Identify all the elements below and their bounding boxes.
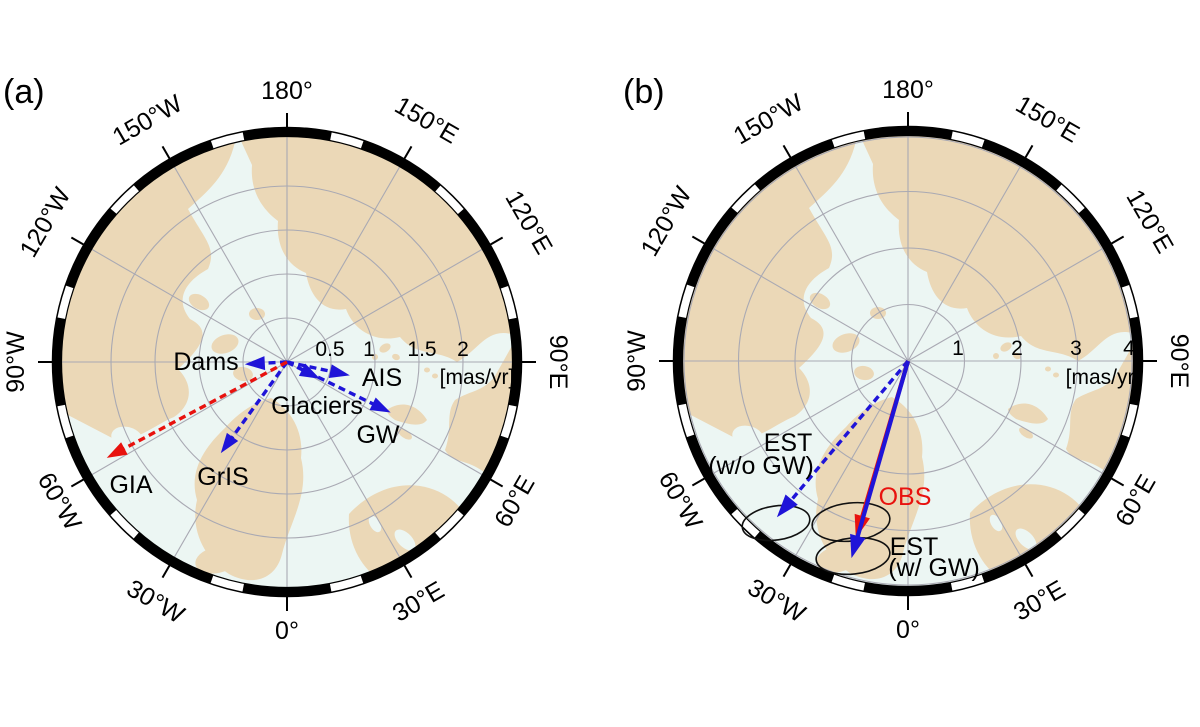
lon-label: 60°E [489,471,540,532]
lon-label: 180° [261,77,313,105]
lon-label: 120°E [1120,185,1178,258]
lon-label: 0° [275,617,299,645]
vector-head-ais [328,364,350,379]
lon-label: 60°E [1110,470,1161,531]
vector-head-est-w-gw- [850,533,866,559]
lon-label: 120°W [635,182,697,262]
lon-label: 180° [882,76,934,104]
vector-label-est-wo-gw-line2: (w/o GW) [708,452,814,480]
lon-label: 150°E [390,91,463,149]
vector-label-est-wo-gw-line1: EST [764,429,813,457]
lon-label: 150°W [108,89,188,151]
panel-a: 0.5 1 1.5 2 [mas/yr] 180° 150°W 150°E 12… [2,77,572,645]
radial-gridcircles-a [110,185,464,539]
radial-tick-label: 2 [1011,337,1023,360]
lon-label: 90°W [2,331,30,393]
lon-label: 30°E [388,576,449,627]
radial-tick-label: 0.5 [315,338,344,361]
vector-label-est-w-gw-line1: EST [890,533,939,561]
vector-shaft-gris [228,361,289,442]
vector-label-gia: GIA [109,471,152,499]
vector-shaft-est-w-gw- [854,360,911,543]
panel-b-letter: (b) [623,73,665,111]
vector-head-gw [369,397,391,413]
vector-label-gw: GW [356,421,399,449]
vector-shaft-ais [286,360,336,374]
radial-tick-label: 2 [457,338,469,361]
vector-label-glaciers: Glaciers [271,392,363,420]
uncertainty-ellipse [741,504,811,542]
panel-a-letter: (a) [3,73,45,111]
vector-label-dams: Dams [173,348,238,376]
radial-tick-label: 3 [1070,337,1082,360]
vector-head-gris [220,432,239,454]
vector-shaft-dams [259,360,288,366]
vector-shaft-est-w-o-gw- [786,359,910,506]
unit-label: [mas/yr] [1066,366,1141,389]
vector-label-est-w-gw-line2: (w/ GW) [888,554,980,582]
vector-label-gris: GrIS [197,463,248,491]
lon-label: 120°W [14,183,76,263]
lon-label: 150°W [729,88,809,150]
lon-label: 90°E [544,335,572,389]
vector-head-dams [244,356,266,371]
vector-label-ais: AIS [362,364,402,392]
vector-shaft-gw [286,360,378,408]
vector-label-obs: OBS [879,483,932,511]
radial-gridcircles-b [683,136,1133,586]
lon-label: 30°W [122,574,190,629]
radial-tick-label: 1 [952,337,964,360]
radial-tick-label: 1 [363,338,375,361]
lon-label: 30°E [1009,575,1070,626]
radial-tick-label: 4 [1123,337,1135,360]
lon-label: 60°W [32,468,87,536]
vector-head-est-w-o-gw- [776,494,798,518]
unit-label: [mas/yr] [440,366,515,389]
vectors-a [106,356,391,458]
lon-label: 90°E [1165,334,1193,388]
vector-head-gia [106,442,128,458]
vector-shaft-gia [119,360,288,453]
vectors-b [741,359,911,576]
panel-b: 1 2 3 4 [mas/yr] 180° 150°W 150°E 120°W … [623,76,1193,644]
radial-tick-label: 1.5 [407,338,436,361]
lon-label: 0° [896,616,920,644]
lon-label: 150°E [1011,90,1084,148]
lon-label: 90°W [623,330,651,392]
lon-label: 120°E [499,186,557,259]
lon-label: 60°W [653,467,708,535]
lon-label: 30°W [743,573,811,628]
